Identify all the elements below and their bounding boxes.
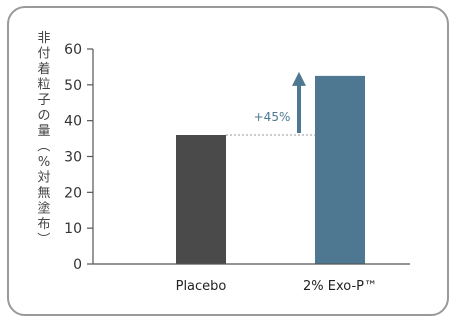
y-axis-label-char: 付: [37, 47, 50, 62]
bars: [176, 75, 365, 264]
y-tick-label: 60: [64, 42, 82, 58]
y-axis-label-char: 粒: [37, 78, 50, 93]
y-axis-label-char: 無: [37, 186, 50, 201]
bar-exo-p: [315, 75, 365, 264]
arrow-up-icon: [292, 71, 306, 86]
annotation-label: +45%: [254, 110, 291, 124]
x-axis: Placebo 2% Exo-P™: [93, 263, 410, 294]
y-tick-label: 10: [64, 221, 82, 237]
y-tick-label: 50: [64, 78, 82, 94]
y-axis-label-char: の: [37, 109, 50, 124]
y-tick-label: 40: [64, 114, 82, 130]
bar-placebo: [176, 135, 226, 264]
annotation-group: +45%: [226, 71, 315, 136]
y-axis-label-char: 対: [37, 171, 50, 186]
y-axis-label-char: 着: [37, 61, 50, 77]
y-tick-label: 30: [64, 150, 82, 166]
y-tick-label: 20: [64, 185, 82, 201]
y-axis-label-char: ）: [35, 232, 50, 245]
y-tick-label: 0: [73, 257, 82, 273]
y-axis-label-char: 非: [37, 31, 50, 46]
x-category-label: 2% Exo-P™: [303, 279, 377, 294]
y-axis-label-char: 子: [37, 93, 50, 108]
y-axis-label-char: 布: [37, 217, 50, 232]
y-axis-label-char: 塗: [37, 201, 50, 217]
x-category-label: Placebo: [176, 279, 227, 294]
y-axis-label-char: %: [38, 155, 50, 170]
y-axis-label-char: 量: [37, 124, 50, 139]
y-axis: 0 10 20 30 40 50 60: [64, 42, 94, 273]
y-axis-label-char: （: [35, 139, 50, 152]
